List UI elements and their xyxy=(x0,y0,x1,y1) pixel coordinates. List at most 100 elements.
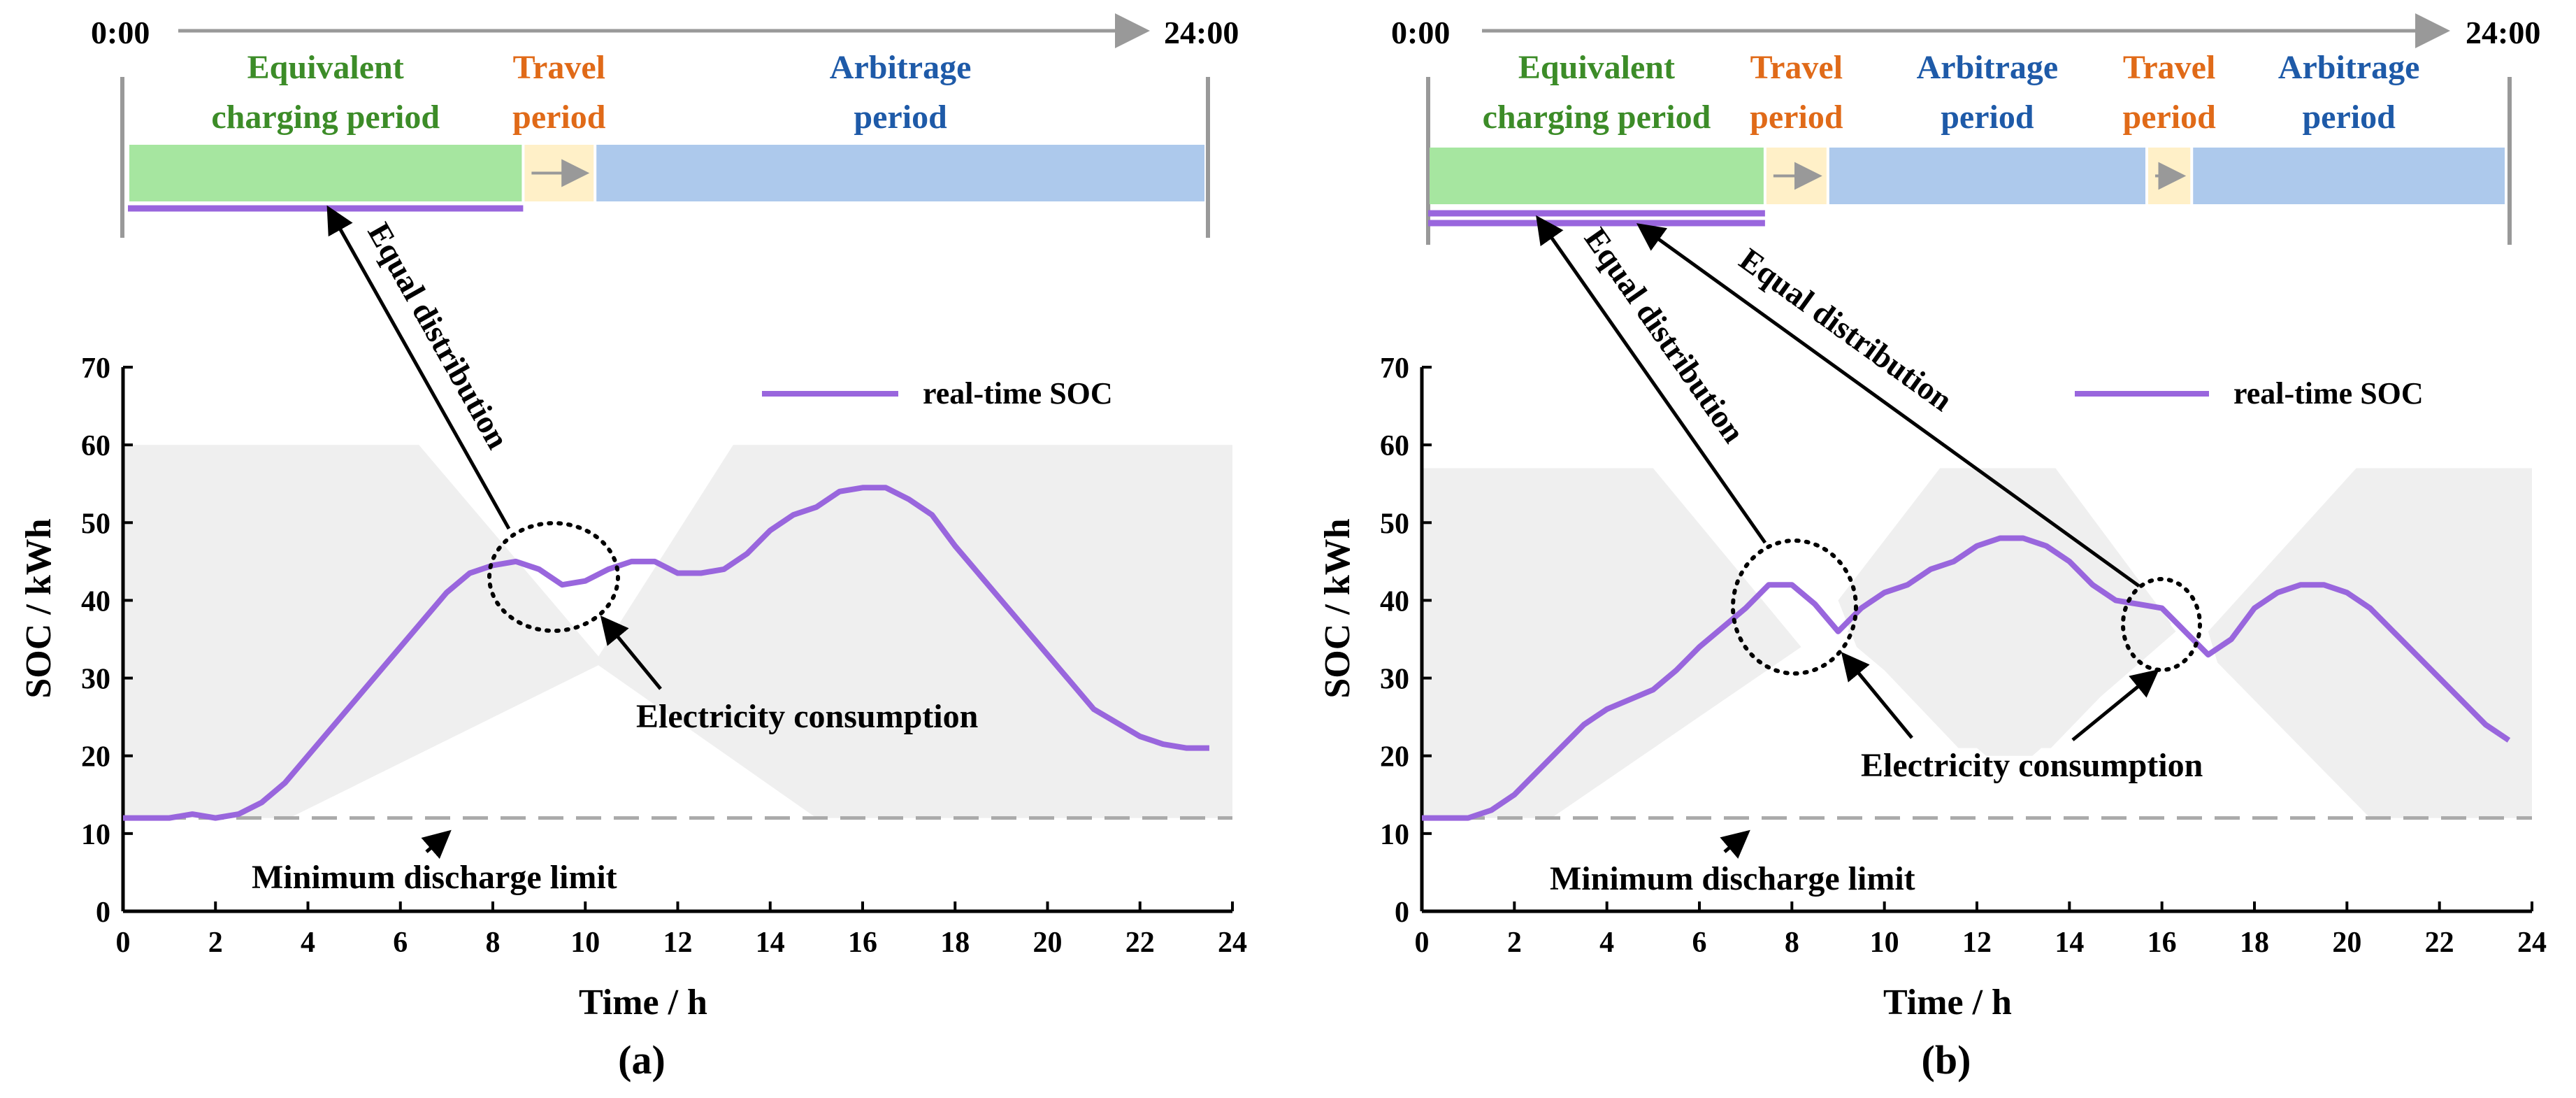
timeline-end-label: 24:00 xyxy=(1164,15,1239,50)
x-tick-label: 12 xyxy=(663,927,693,959)
period-label-charging: charging period xyxy=(1483,99,1711,136)
y-tick-label: 50 xyxy=(1380,508,1409,540)
timeline-start-label: 0:00 xyxy=(1391,15,1450,50)
consumption-label: Electricity consumption xyxy=(636,698,978,735)
panel-b: 0:00 24:00 Equivalent charging period Trav… xyxy=(1318,13,2547,1083)
feasible-band xyxy=(123,445,1232,818)
y-tick-label: 30 xyxy=(1380,664,1409,696)
period-label-charging: Equivalent xyxy=(247,49,404,86)
x-tick-label: 18 xyxy=(940,927,970,959)
period-label-travel: period xyxy=(1750,99,1843,136)
period-label-arbitrage: Arbitrage xyxy=(1917,49,2059,86)
period-label-travel: period xyxy=(2122,99,2216,136)
equal-distribution-label-2: Equal distribution xyxy=(1733,241,1959,418)
x-tick-label: 14 xyxy=(756,927,785,959)
x-tick-label: 2 xyxy=(1507,927,1522,959)
period-bar-arbitrage xyxy=(596,145,1204,201)
x-tick-label: 24 xyxy=(2517,927,2547,959)
x-axis-label: Time / h xyxy=(1883,983,2012,1022)
timeline-a: 0:00 24:00 Equivalent charging period Trav… xyxy=(91,13,1239,238)
y-tick-label: 40 xyxy=(81,585,110,618)
period-bar-arbitrage xyxy=(1829,148,2145,204)
x-tick-label: 16 xyxy=(848,927,877,959)
min-limit-label: Minimum discharge limit xyxy=(252,859,617,896)
y-tick-label: 50 xyxy=(81,508,110,540)
period-bars-a: Equivalent charging period Travel period Arb… xyxy=(128,49,1204,212)
x-tick-label: 16 xyxy=(2147,927,2177,959)
soc-series-line xyxy=(1422,535,2511,821)
period-label-arbitrage: period xyxy=(854,99,947,136)
period-label-travel: Travel xyxy=(1750,49,1843,86)
y-tick-label: 70 xyxy=(81,352,110,385)
period-bars-b: Equivalent charging period Travel period Arb… xyxy=(1428,49,2505,227)
timeline-end-label: 24:00 xyxy=(2466,15,2540,50)
x-tick-label: 14 xyxy=(2055,927,2084,959)
consumption-highlight-ellipse xyxy=(487,521,620,633)
x-tick-label: 4 xyxy=(1599,927,1614,959)
equal-distribution-arrow-2 xyxy=(1636,223,2140,588)
min-limit-arrow xyxy=(1720,829,1750,859)
consumption-label: Electricity consumption xyxy=(1861,747,2203,784)
x-tick-label: 0 xyxy=(116,927,131,959)
consumption-arrow xyxy=(600,615,662,690)
x-tick-label: 0 xyxy=(1415,927,1430,959)
soc-series-line xyxy=(123,485,1209,821)
x-tick-label: 8 xyxy=(486,927,501,959)
panel-label-b: (b) xyxy=(1922,1037,1971,1083)
period-label-charging: Equivalent xyxy=(1518,49,1675,86)
x-tick-label: 18 xyxy=(2240,927,2269,959)
x-tick-label: 24 xyxy=(1218,927,1247,959)
period-label-arbitrage: period xyxy=(1941,99,2034,136)
x-tick-label: 22 xyxy=(1125,927,1155,959)
equal-distribution-arrow xyxy=(326,205,511,530)
consumption-highlight-ellipse-2 xyxy=(2121,577,2202,672)
x-tick-label: 20 xyxy=(1033,927,1063,959)
equal-distribution-label: Equal distribution xyxy=(361,217,516,455)
x-tick-label: 8 xyxy=(1785,927,1799,959)
y-tick-label: 40 xyxy=(1380,585,1409,618)
timeline-start-label: 0:00 xyxy=(91,15,150,50)
equal-distribution-label: Equal distribution xyxy=(1578,221,1752,449)
x-tick-label: 12 xyxy=(1962,927,1992,959)
x-tick-label: 6 xyxy=(393,927,408,959)
x-tick-label: 10 xyxy=(1870,927,1899,959)
min-limit-label: Minimum discharge limit xyxy=(1550,860,1915,897)
period-label-travel: Travel xyxy=(513,49,605,86)
x-tick-label: 22 xyxy=(2425,927,2454,959)
y-tick-label: 20 xyxy=(1380,741,1409,773)
x-axis-label: Time / h xyxy=(579,983,707,1022)
feasible-band xyxy=(1422,468,2532,818)
y-tick-label: 20 xyxy=(81,741,110,773)
y-tick-label: 60 xyxy=(1380,430,1409,462)
consumption-arrow xyxy=(1841,652,1913,739)
y-tick-label: 0 xyxy=(96,897,110,929)
y-tick-label: 0 xyxy=(1395,897,1409,929)
y-axis-label: SOC / kWh xyxy=(19,518,59,698)
period-bar-arbitrage xyxy=(2193,148,2505,204)
period-label-arbitrage: period xyxy=(2302,99,2396,136)
period-bar-charging xyxy=(1430,148,1764,204)
y-tick-label: 30 xyxy=(81,664,110,696)
period-bar-charging xyxy=(129,145,522,201)
y-axis-label: SOC / kWh xyxy=(1318,518,1358,698)
consumption-arrow-2 xyxy=(2071,669,2159,741)
equal-distribution-arrow xyxy=(1536,215,1767,544)
period-label-arbitrage: Arbitrage xyxy=(830,49,972,86)
panel-label-a: (a) xyxy=(618,1037,665,1083)
consumption-highlight-ellipse xyxy=(1731,539,1858,676)
x-tick-label: 6 xyxy=(1692,927,1707,959)
x-tick-label: 10 xyxy=(570,927,600,959)
period-label-charging: charging period xyxy=(211,99,440,136)
y-tick-label: 10 xyxy=(1380,819,1409,851)
y-tick-label: 10 xyxy=(81,819,110,851)
panel-a: 0:00 24:00 Equivalent charging period Trav… xyxy=(19,13,1247,1083)
period-label-arbitrage: Arbitrage xyxy=(2278,49,2420,86)
x-tick-label: 4 xyxy=(301,927,315,959)
x-tick-label: 20 xyxy=(2332,927,2361,959)
timeline-b: 0:00 24:00 Equivalent charging period Trav… xyxy=(1391,13,2540,245)
